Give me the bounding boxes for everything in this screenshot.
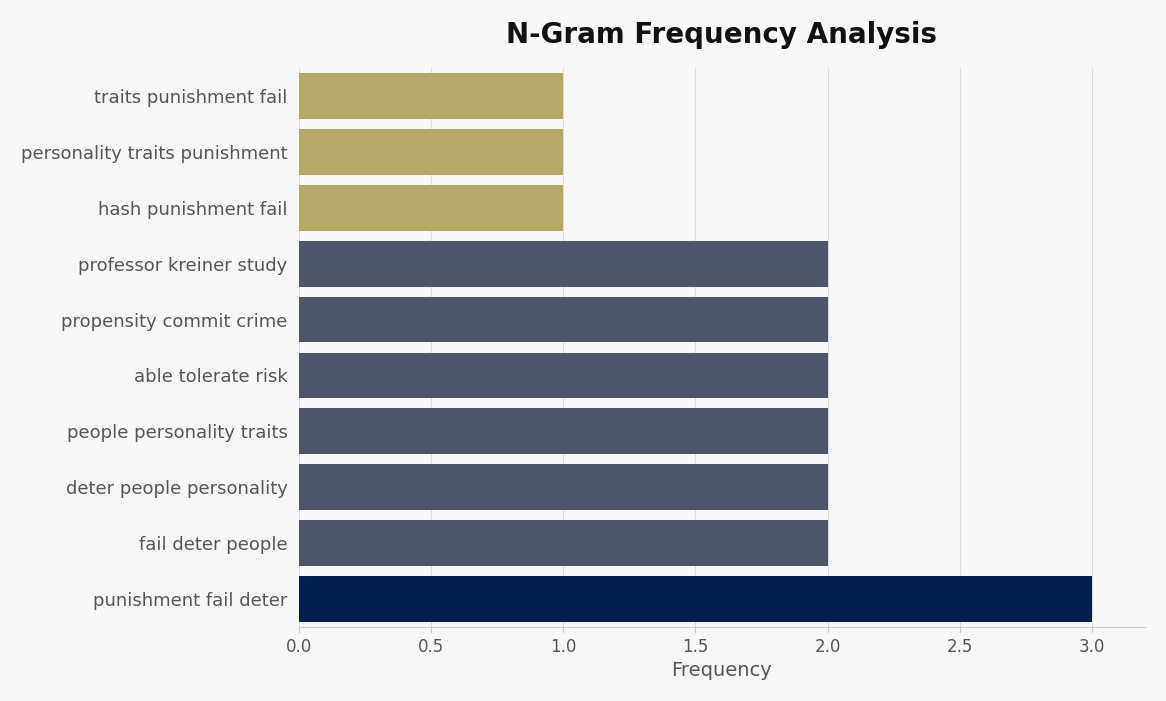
Bar [298,73,563,118]
Bar [298,297,828,343]
Bar [298,185,563,231]
Title: N-Gram Frequency Analysis: N-Gram Frequency Analysis [506,21,937,49]
Bar [298,409,828,454]
Bar [298,520,828,566]
Bar [298,465,828,510]
Bar [298,240,828,287]
Bar [298,129,563,175]
Bar [298,353,828,398]
X-axis label: Frequency: Frequency [672,661,772,680]
Bar [298,576,1093,622]
